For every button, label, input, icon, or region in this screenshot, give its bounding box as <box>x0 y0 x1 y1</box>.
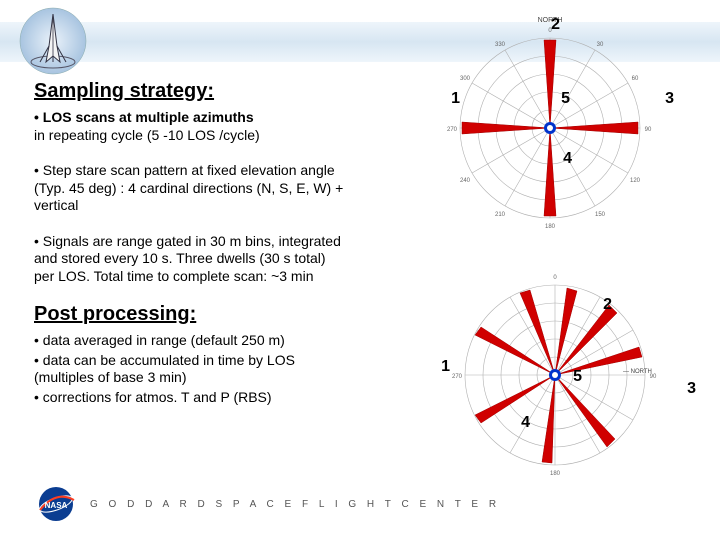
svg-text:150: 150 <box>595 212 606 218</box>
chart1-num-1: 1 <box>451 90 460 108</box>
chart2-num-1: 1 <box>441 358 450 376</box>
bullet-3: • Signals are range gated in 30 m bins, … <box>34 233 344 286</box>
bullet-2: • Step stare scan pattern at fixed eleva… <box>34 162 344 215</box>
svg-text:30: 30 <box>597 42 604 48</box>
chart1-num-4: 4 <box>563 150 572 168</box>
svg-text:180: 180 <box>545 224 556 228</box>
bullet-1-rest: in repeating cycle (5 -10 LOS /cycle) <box>34 127 260 143</box>
nasa-logo-icon: NASA <box>34 486 78 522</box>
svg-text:90: 90 <box>650 374 657 380</box>
svg-text:210: 210 <box>495 212 506 218</box>
svg-text:240: 240 <box>460 178 471 184</box>
footer-text: G O D D A R D S P A C E F L I G H T C E … <box>90 499 500 510</box>
bullet-1: • LOS scans at multiple azimuths in repe… <box>34 109 344 144</box>
svg-text:180: 180 <box>550 471 561 477</box>
chart1-num-5: 5 <box>561 90 570 108</box>
chart2-num-3: 3 <box>687 380 696 398</box>
svg-text:NASA: NASA <box>45 501 68 510</box>
chart1-num-2: 2 <box>551 16 560 34</box>
left-text-column: Sampling strategy: • LOS scans at multip… <box>34 80 344 424</box>
polar-chart-bottom: — NORTH 0 90 180 270 <box>420 250 690 480</box>
footer: NASA G O D D A R D S P A C E F L I G H T… <box>34 486 500 522</box>
svg-text:270: 270 <box>447 127 458 133</box>
chart2-num-2: 2 <box>603 296 612 314</box>
svg-text:270: 270 <box>452 374 463 380</box>
svg-text:60: 60 <box>632 76 639 82</box>
chart1-num-3: 3 <box>665 90 674 108</box>
post-bullet-1: • data averaged in range (default 250 m) <box>34 332 344 350</box>
post-heading: Post processing: <box>34 303 344 326</box>
rocket-logo-icon <box>18 6 88 76</box>
sampling-heading: Sampling strategy: <box>34 80 344 103</box>
chart2-num-5: 5 <box>573 368 582 386</box>
north-label-2: — NORTH <box>623 369 652 375</box>
chart2-num-4: 4 <box>521 414 530 432</box>
polar-chart-top: 0 30 60 90 120 150 180 210 240 270 300 3… <box>420 8 680 228</box>
post-bullet-2b: (multiples of base 3 min) <box>34 369 344 387</box>
svg-text:90: 90 <box>645 127 652 133</box>
svg-text:330: 330 <box>495 42 506 48</box>
post-bullet-3: • corrections for atmos. T and P (RBS) <box>34 389 344 407</box>
svg-text:120: 120 <box>630 178 641 184</box>
svg-text:0: 0 <box>553 275 557 281</box>
bullet-1-lead: • LOS scans at multiple azimuths <box>34 109 254 125</box>
svg-text:300: 300 <box>460 76 471 82</box>
post-bullet-2: • data can be accumulated in time by LOS <box>34 352 344 370</box>
